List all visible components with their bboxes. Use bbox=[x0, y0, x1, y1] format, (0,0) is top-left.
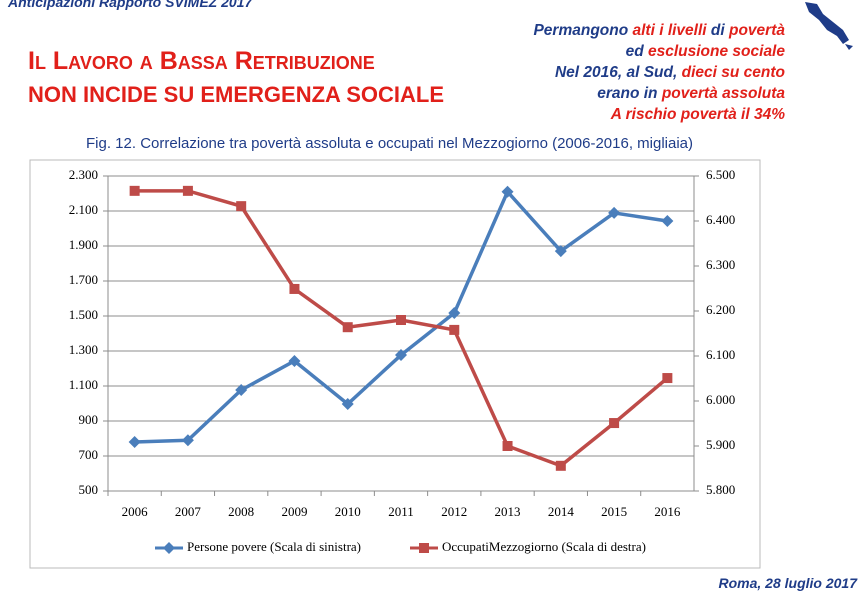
italy-map-icon bbox=[805, 2, 853, 50]
note-text: A rischio povertà il 34% bbox=[610, 106, 785, 123]
x-tick-label: 2008 bbox=[228, 504, 254, 519]
note-line: A rischio povertà il 34% bbox=[533, 104, 785, 125]
y-tick-label: 500 bbox=[79, 482, 99, 497]
x-tick-label: 2009 bbox=[281, 504, 307, 519]
marker bbox=[289, 283, 300, 294]
marker bbox=[341, 398, 354, 411]
marker bbox=[182, 185, 193, 196]
x-tick-label: 2014 bbox=[548, 504, 575, 519]
marker bbox=[448, 307, 461, 320]
marker bbox=[236, 201, 247, 212]
marker bbox=[288, 354, 301, 367]
y-tick-label: 1.700 bbox=[69, 272, 98, 287]
note-line: erano in povertà assoluta bbox=[533, 83, 785, 104]
y-tick-label: 1.100 bbox=[69, 377, 98, 392]
y2-tick-label: 5.900 bbox=[706, 437, 735, 452]
y-tick-label: 2.100 bbox=[69, 202, 98, 217]
marker bbox=[181, 434, 194, 447]
title-line: NON INCIDE SU EMERGENZA SOCIALE bbox=[28, 82, 444, 107]
y2-tick-label: 6.200 bbox=[706, 302, 735, 317]
note-text: di bbox=[710, 22, 725, 39]
title-line: Il Lavoro a Bassa Retribuzione bbox=[28, 47, 375, 75]
marker bbox=[129, 185, 140, 196]
note-text: esclusione sociale bbox=[648, 43, 785, 60]
note-line: ed esclusione sociale bbox=[533, 41, 785, 62]
note-text: povertà assoluta bbox=[661, 85, 785, 102]
marker bbox=[662, 373, 673, 384]
marker bbox=[449, 324, 460, 335]
note-line: Permangono alti i livelli di povertà bbox=[533, 20, 785, 41]
marker bbox=[342, 322, 353, 333]
note-text: Permangono bbox=[533, 22, 629, 39]
y2-tick-label: 6.400 bbox=[706, 212, 735, 227]
marker bbox=[235, 384, 248, 397]
marker bbox=[395, 349, 407, 362]
legend-label: OccupatiMezzogiorno (Scala di destra) bbox=[442, 539, 646, 554]
note-text: ed bbox=[625, 43, 644, 60]
marker bbox=[554, 245, 567, 258]
marker bbox=[396, 315, 406, 325]
x-tick-label: 2007 bbox=[175, 504, 202, 519]
marker bbox=[608, 206, 621, 219]
marker bbox=[419, 543, 429, 553]
note-text: dieci su cento bbox=[681, 64, 785, 81]
note-text: alti i livelli bbox=[632, 22, 707, 39]
marker bbox=[661, 214, 674, 227]
y2-tick-label: 6.100 bbox=[706, 347, 735, 362]
figure-caption: Fig. 12. Correlazione tra povertà assolu… bbox=[86, 135, 693, 152]
legend-label: Persone povere (Scala di sinistra) bbox=[187, 539, 361, 554]
note-line: Nel 2016, al Sud, dieci su cento bbox=[533, 62, 785, 83]
y-tick-label: 2.300 bbox=[69, 167, 98, 182]
y-tick-label: 1.300 bbox=[69, 342, 98, 357]
y2-tick-label: 6.500 bbox=[706, 167, 735, 182]
note-text: povertà bbox=[729, 22, 785, 39]
x-tick-label: 2006 bbox=[122, 504, 149, 519]
x-tick-label: 2015 bbox=[601, 504, 627, 519]
marker bbox=[555, 460, 566, 471]
marker bbox=[163, 542, 175, 554]
y-tick-label: 700 bbox=[79, 447, 99, 462]
x-tick-label: 2016 bbox=[654, 504, 681, 519]
y2-tick-label: 5.800 bbox=[706, 482, 735, 497]
chart-frame bbox=[29, 159, 761, 569]
y2-tick-label: 6.300 bbox=[706, 257, 735, 272]
header-label: Anticipazioni Rapporto SVIMEZ 2017 bbox=[8, 0, 253, 10]
y2-tick-label: 6.000 bbox=[706, 392, 735, 407]
marker bbox=[501, 185, 514, 198]
x-tick-label: 2013 bbox=[495, 504, 521, 519]
slide-title: Il Lavoro a Bassa Retribuzione NON INCID… bbox=[28, 44, 444, 112]
note-text: erano in bbox=[597, 85, 658, 102]
marker bbox=[609, 418, 620, 429]
highlight-note: Permangono alti i livelli di povertà ed … bbox=[533, 20, 785, 125]
y-tick-label: 1.900 bbox=[69, 237, 98, 252]
y-tick-label: 1.500 bbox=[69, 307, 98, 322]
x-tick-label: 2012 bbox=[441, 504, 467, 519]
footer: Roma, 28 luglio 2017 bbox=[718, 575, 858, 591]
x-tick-label: 2010 bbox=[335, 504, 361, 519]
marker bbox=[502, 441, 513, 451]
y-tick-label: 900 bbox=[79, 412, 99, 427]
marker bbox=[128, 436, 141, 448]
note-text: Nel 2016, al Sud, bbox=[554, 64, 678, 81]
x-tick-label: 2011 bbox=[388, 504, 414, 519]
